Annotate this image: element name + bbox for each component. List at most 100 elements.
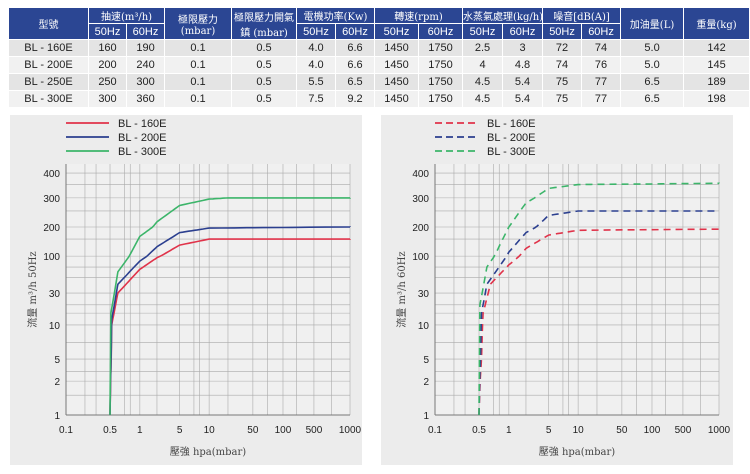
series-line-bl-200e bbox=[478, 210, 720, 416]
series-line-bl-300e bbox=[109, 197, 351, 416]
series-line-bl-160e bbox=[109, 238, 351, 416]
table-cell: 4.8 bbox=[503, 57, 543, 73]
header-hz60: 60Hz bbox=[336, 24, 375, 39]
table-cell: 300 bbox=[127, 74, 165, 90]
table-cell: 1450 bbox=[375, 74, 419, 90]
table-cell: 189 bbox=[684, 74, 750, 90]
table-cell: 250 bbox=[89, 74, 126, 90]
y-tick-label: 10 bbox=[49, 321, 61, 332]
table-cell: 2.5 bbox=[463, 40, 503, 56]
table-cell: 74 bbox=[543, 57, 582, 73]
x-tick-label: 0.1 bbox=[59, 425, 73, 436]
x-tick-label: 10 bbox=[204, 425, 216, 436]
table-cell: 6.6 bbox=[336, 40, 375, 56]
header-ultimate: 極限壓力 (mbar) bbox=[165, 8, 232, 39]
table-cell: 0.5 bbox=[232, 57, 297, 73]
series-line-bl-200e bbox=[109, 226, 351, 416]
y-tick-label: 30 bbox=[418, 289, 430, 300]
table-cell: 0.1 bbox=[165, 40, 232, 56]
y-axis-label: 流量 m³/h 50Hz bbox=[26, 251, 39, 327]
table-cell: 5.0 bbox=[621, 57, 684, 73]
header-hz50: 50Hz bbox=[375, 24, 419, 39]
x-tick-label: 50 bbox=[616, 425, 628, 436]
x-tick-label: 1000 bbox=[339, 425, 362, 436]
table-cell: 300 bbox=[89, 91, 126, 107]
table-cell: 1450 bbox=[375, 91, 419, 107]
x-tick-label: 5 bbox=[177, 425, 183, 436]
table-cell: 0.1 bbox=[165, 57, 232, 73]
table-cell: 77 bbox=[582, 91, 621, 107]
table-cell: 0.5 bbox=[232, 74, 297, 90]
table-cell: 77 bbox=[582, 74, 621, 90]
header-power: 電機功率(Kw) bbox=[297, 8, 375, 23]
table-cell: 142 bbox=[684, 40, 750, 56]
table-cell: 3 bbox=[503, 40, 543, 56]
y-axis-label: 流量 m³/h 60Hz bbox=[395, 251, 408, 327]
plot-area bbox=[435, 164, 719, 415]
table-cell: 75 bbox=[543, 74, 582, 90]
header-hz50: 50Hz bbox=[543, 24, 582, 39]
table-cell: 4.0 bbox=[297, 57, 336, 73]
x-tick-label: 5 bbox=[546, 425, 552, 436]
x-tick-label: 1 bbox=[506, 425, 512, 436]
y-tick-label: 300 bbox=[43, 194, 60, 205]
table-cell: 240 bbox=[127, 57, 165, 73]
table-cell: 0.1 bbox=[165, 74, 232, 90]
y-tick-label: 400 bbox=[412, 169, 429, 180]
table-cell: BL - 300E bbox=[9, 91, 88, 107]
table-cell: 5.5 bbox=[297, 74, 336, 90]
legend-label: BL - 160E bbox=[487, 118, 536, 130]
header-hz60: 60Hz bbox=[582, 24, 621, 39]
y-tick-label: 2 bbox=[54, 377, 60, 388]
table-cell: 4.5 bbox=[463, 91, 503, 107]
x-tick-label: 0.5 bbox=[103, 425, 117, 436]
table-cell: BL - 250E bbox=[9, 74, 88, 90]
table-row: BL - 250E 250 300 0.1 0.5 5.5 6.5 1450 1750 4.5 5.… bbox=[9, 74, 750, 90]
table-cell: 75 bbox=[543, 91, 582, 107]
table-cell: 7.5 bbox=[297, 91, 336, 107]
header-weight: 重量(kg) bbox=[684, 8, 750, 39]
table-cell: BL - 200E bbox=[9, 57, 88, 73]
table-cell: 190 bbox=[127, 40, 165, 56]
table-cell: 4 bbox=[463, 57, 503, 73]
table-cell: 6.6 bbox=[336, 57, 375, 73]
header-hz50: 50Hz bbox=[297, 24, 336, 39]
y-tick-label: 2 bbox=[423, 377, 429, 388]
y-tick-label: 1 bbox=[54, 411, 60, 422]
plot-area bbox=[66, 164, 350, 415]
table-cell: 6.5 bbox=[621, 91, 684, 107]
x-tick-label: 100 bbox=[644, 425, 661, 436]
table-cell: 360 bbox=[127, 91, 165, 107]
table-cell: 72 bbox=[543, 40, 582, 56]
header-hz60: 60Hz bbox=[419, 24, 463, 39]
table-cell: 1750 bbox=[419, 91, 463, 107]
series-line-bl-160e bbox=[478, 228, 720, 416]
table-cell: BL - 160E bbox=[9, 40, 88, 56]
legend-label: BL - 160E bbox=[118, 118, 167, 130]
table-row: BL - 300E 300 360 0.1 0.5 7.5 9.2 1450 1750 4.5 5.… bbox=[9, 91, 750, 107]
x-axis-label: 壓強 hpa(mbar) bbox=[539, 445, 616, 458]
y-tick-label: 300 bbox=[412, 194, 429, 205]
table-row: BL - 160E 160 190 0.1 0.5 4.0 6.6 1450 1750 2.5 3 7… bbox=[9, 40, 750, 56]
header-ultimate-gas: 極限壓力開氣鎮 (mbar) bbox=[232, 8, 297, 39]
table-cell: 1750 bbox=[419, 74, 463, 90]
header-oil: 加油量(L) bbox=[621, 8, 684, 39]
x-tick-label: 1 bbox=[137, 425, 143, 436]
header-vapor: 水蒸氣處理(kg/h) bbox=[463, 8, 543, 23]
x-tick-label: 1000 bbox=[708, 425, 731, 436]
x-tick-label: 500 bbox=[675, 425, 692, 436]
header-rpm: 轉速(rpm) bbox=[375, 8, 463, 23]
table-cell: 76 bbox=[582, 57, 621, 73]
x-tick-label: 10 bbox=[573, 425, 585, 436]
legend-label: BL - 300E bbox=[487, 146, 536, 158]
y-tick-label: 5 bbox=[423, 355, 429, 366]
table-cell: 4.5 bbox=[463, 74, 503, 90]
table-cell: 200 bbox=[89, 57, 126, 73]
y-tick-label: 30 bbox=[49, 289, 61, 300]
y-tick-label: 400 bbox=[43, 169, 60, 180]
y-tick-label: 100 bbox=[412, 252, 429, 263]
y-tick-label: 10 bbox=[418, 321, 430, 332]
table-cell: 1450 bbox=[375, 57, 419, 73]
x-tick-label: 0.5 bbox=[472, 425, 486, 436]
table-cell: 5.0 bbox=[621, 40, 684, 56]
